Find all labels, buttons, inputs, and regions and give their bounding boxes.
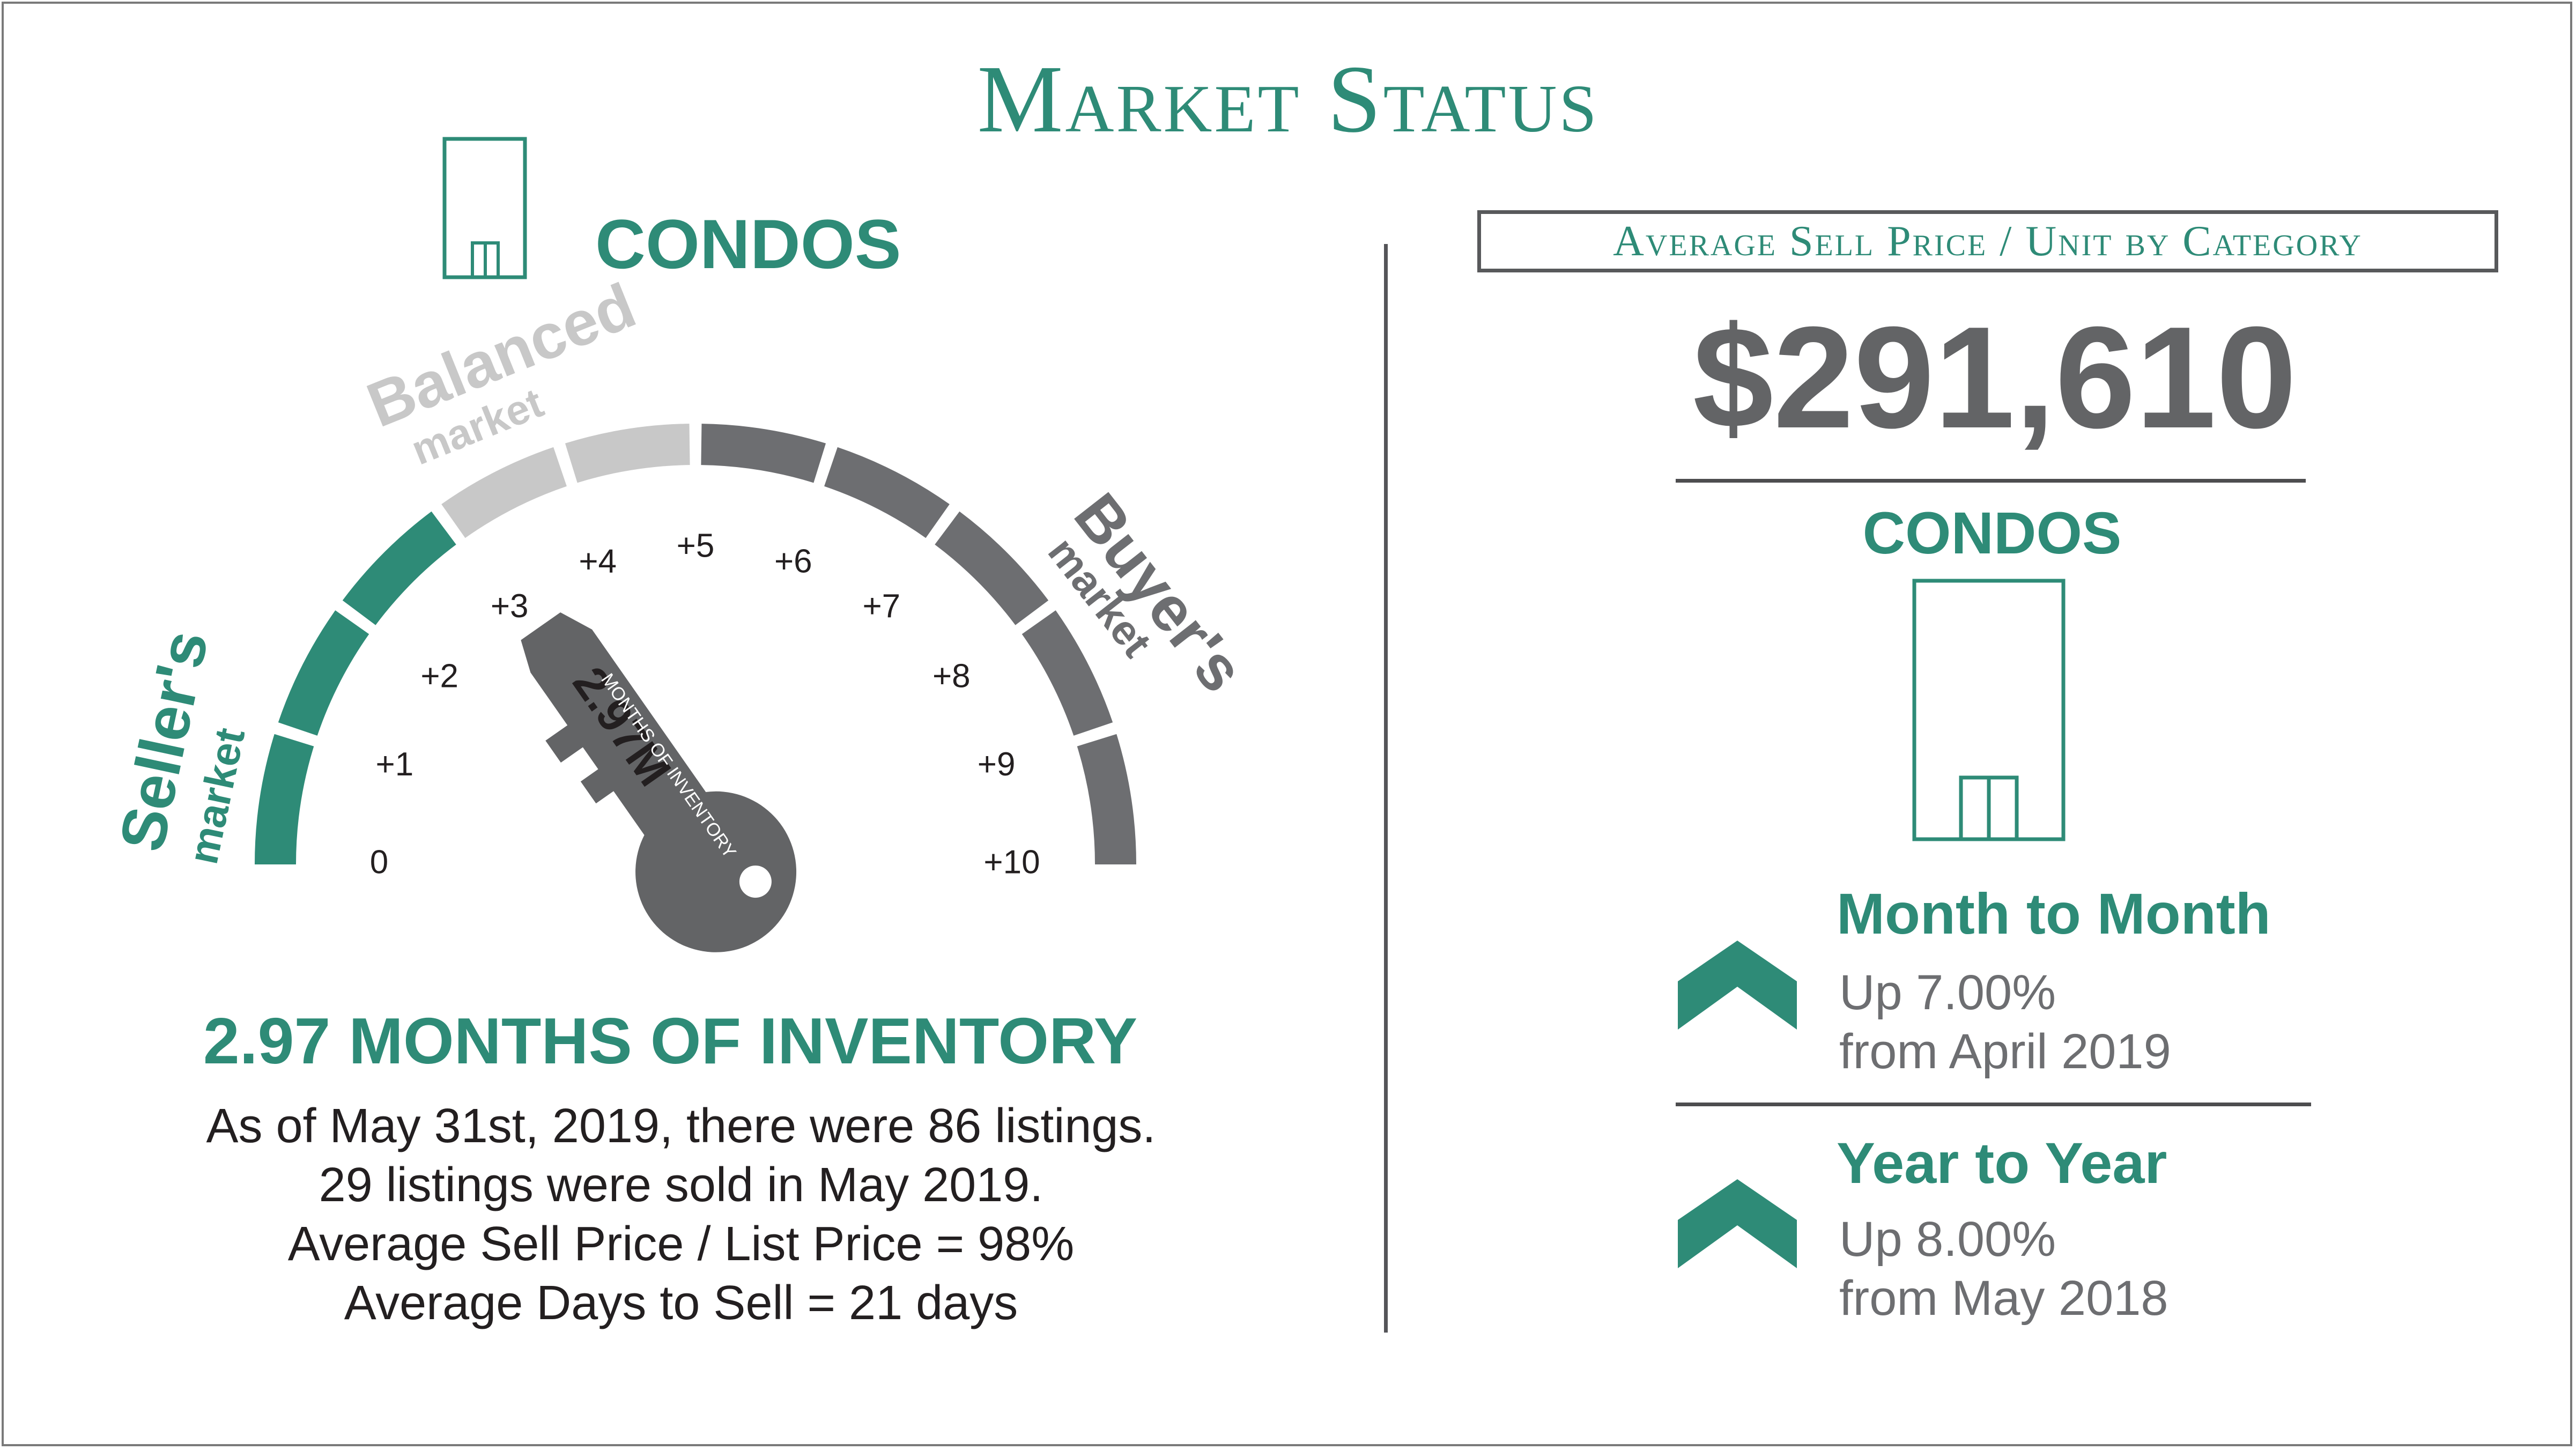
gauge-tick-label: +3 <box>491 588 529 625</box>
inventory-gauge: 0+1+2+3+4 +5 +6+7+8+9+10 Seller'smarketBal… <box>106 270 1257 952</box>
gauge-tick-label: +7 <box>862 588 900 625</box>
page-title: Market Status <box>977 46 1599 152</box>
gauge-tick-label: +5 <box>677 527 715 564</box>
gauge-tick-label: +4 <box>579 543 617 580</box>
category-label: CONDOS <box>595 205 901 283</box>
up-arrow-icon <box>1678 1179 1797 1268</box>
gauge-tick-label: +9 <box>978 746 1016 783</box>
gauge-tick-label: +8 <box>932 658 971 695</box>
month-reference: from April 2019 <box>1839 1024 2171 1079</box>
gauge-segment-9 <box>1077 734 1136 864</box>
detail-line-3: Average Sell Price / List Price = 98% <box>287 1217 1075 1271</box>
gauge-tick-label: +10 <box>983 844 1040 881</box>
category-box-text: Average Sell Price / Unit by Category <box>1613 218 2363 265</box>
month-change: Up 7.00% <box>1839 965 2056 1020</box>
year-change: Up 8.00% <box>1839 1212 2056 1267</box>
gauge-segment-2 <box>342 511 456 625</box>
right-category-label: CONDOS <box>1862 500 2122 566</box>
key-body <box>521 612 797 952</box>
up-arrow-icon <box>1678 941 1797 1030</box>
inventory-headline: 2.97 MONTHS OF INVENTORY <box>203 1004 1138 1077</box>
gauge-tick-label: +2 <box>420 658 458 695</box>
category-box-label: Average Sell Price / Unit by Category <box>1477 210 2498 272</box>
key-hole <box>739 865 772 898</box>
gauge-segment-6 <box>824 447 950 538</box>
price-rule <box>1676 479 2306 483</box>
average-sell-price: $291,610 <box>1692 297 2297 458</box>
gauge-segment-1 <box>278 610 369 736</box>
detail-line-4: Average Days to Sell = 21 days <box>344 1276 1018 1330</box>
condo-building-icon-large <box>1912 579 2066 841</box>
year-reference: from May 2018 <box>1839 1271 2168 1326</box>
detail-line-1: As of May 31st, 2019, there were 86 list… <box>206 1099 1156 1153</box>
stat-rule <box>1676 1103 2311 1106</box>
gauge-segment-5 <box>701 424 826 483</box>
gauge-segment-4 <box>565 424 690 483</box>
month-to-month-label: Month to Month <box>1837 881 2271 946</box>
gauge-tick-label: +1 <box>376 746 414 783</box>
gauge-segment-0 <box>255 734 314 864</box>
year-to-year-label: Year to Year <box>1837 1130 2167 1195</box>
condo-building-icon <box>442 137 527 279</box>
gauge-tick-label: +6 <box>774 543 812 580</box>
gauge-segment-3 <box>441 447 567 538</box>
center-divider <box>1384 244 1388 1333</box>
gauge-tick-label: 0 <box>370 844 388 881</box>
gauge-segment-8 <box>1021 610 1113 736</box>
gauge-segment-7 <box>935 511 1049 625</box>
detail-line-2: 29 listings were sold in May 2019. <box>319 1158 1043 1212</box>
